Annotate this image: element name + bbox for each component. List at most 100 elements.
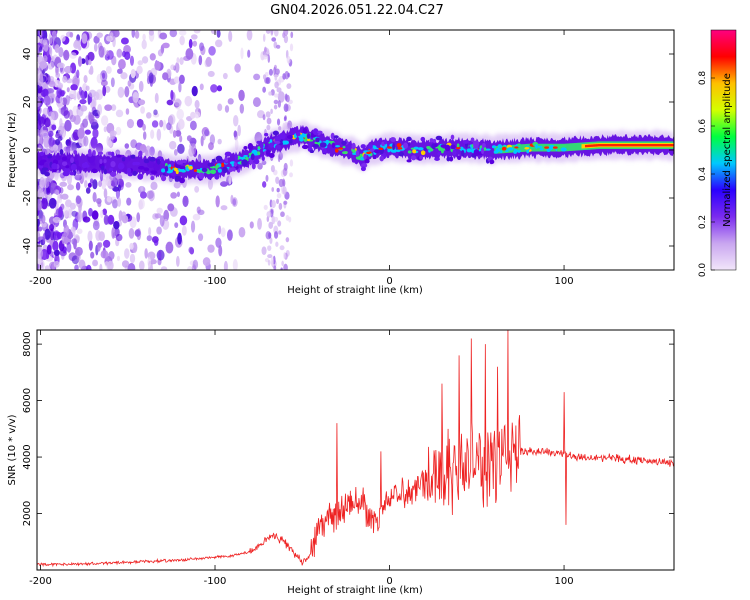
noise-blob: [95, 230, 102, 242]
ridge-cluster: [537, 145, 543, 148]
ridge-speck: [70, 157, 75, 164]
ridge-cluster: [456, 147, 461, 150]
noise-blob: [287, 72, 290, 78]
noise-blob: [289, 159, 294, 167]
noise-blob: [217, 138, 222, 145]
noise-blob: [113, 220, 120, 230]
noise-blob: [41, 177, 50, 189]
noise-blob: [200, 135, 204, 147]
ridge-speck: [138, 150, 143, 157]
noise-blob: [146, 112, 152, 119]
snr-frame: [36, 329, 675, 571]
noise-blob: [37, 248, 43, 259]
noise-blob: [176, 108, 185, 120]
ridge-speck: [372, 154, 377, 160]
noise-blob: [283, 162, 288, 171]
noise-blob: [120, 72, 128, 80]
noise-blob: [73, 238, 77, 250]
noise-blob: [51, 30, 57, 38]
noise-blob: [118, 59, 126, 70]
noise-blob: [37, 85, 40, 92]
ridge-speck: [150, 170, 158, 175]
noise-blob: [108, 251, 115, 260]
noise-blob: [91, 210, 99, 220]
ridge-cluster: [389, 148, 393, 152]
ridge-speck: [268, 142, 275, 148]
noise-blob: [237, 124, 241, 137]
noise-blob: [188, 246, 194, 254]
noise-blob: [59, 181, 68, 187]
noise-blob: [179, 30, 187, 36]
noise-blob: [148, 30, 155, 36]
noise-blob: [124, 248, 130, 259]
noise-blob: [69, 89, 76, 99]
noise-blob: [88, 111, 92, 121]
noise-blob: [127, 80, 132, 87]
noise-blob: [38, 116, 46, 127]
noise-blob: [142, 123, 146, 131]
noise-blob: [148, 227, 152, 236]
ridge-speck: [103, 169, 107, 175]
noise-blob: [103, 214, 109, 226]
ridge-speck: [222, 166, 228, 174]
noise-blob: [117, 68, 123, 74]
noise-blob: [158, 250, 162, 261]
noise-blob: [61, 233, 66, 245]
ridge-speck: [201, 167, 208, 173]
ridge-speck: [449, 156, 454, 162]
ridge-cluster: [167, 167, 171, 171]
ridge-speck: [309, 149, 315, 153]
noise-blob: [105, 35, 113, 42]
noise-blob: [167, 203, 175, 212]
noise-blob: [48, 137, 55, 147]
noise-blob: [55, 138, 61, 146]
noise-blob: [226, 229, 233, 241]
ridge-speck: [69, 171, 75, 176]
noise-blob: [130, 68, 136, 79]
ridge-speck: [247, 142, 254, 150]
ridge-speck: [61, 161, 68, 167]
noise-blob: [78, 259, 86, 270]
noise-blob: [92, 179, 98, 190]
noise-blob: [56, 62, 65, 69]
noise-blob: [268, 68, 274, 76]
noise-blob: [193, 30, 201, 34]
ridge-speck: [268, 152, 275, 158]
noise-blob: [233, 130, 238, 138]
noise-blob: [77, 211, 82, 223]
noise-blob: [142, 33, 146, 41]
noise-blob: [153, 239, 159, 246]
noise-blob: [97, 103, 103, 116]
snr-panel: -200 -100 0 100 2000 4000 6000 8000 Height of s…: [7, 329, 675, 596]
ridge-cluster: [303, 138, 308, 142]
noise-blob: [267, 254, 273, 259]
noise-blob: [282, 186, 287, 195]
ridge-speck: [132, 161, 137, 166]
noise-blob: [178, 74, 185, 84]
noise-blob: [53, 249, 60, 257]
noise-blob: [239, 103, 245, 114]
ridge-speck: [84, 164, 90, 168]
ridge-speck: [274, 140, 281, 145]
ridge-speck: [150, 175, 155, 181]
ridge-speck: [489, 159, 495, 165]
noise-blob: [57, 82, 64, 89]
noise-blob: [43, 136, 51, 148]
noise-blob: [47, 111, 55, 121]
noise-blob: [115, 109, 124, 118]
noise-blob: [271, 187, 275, 192]
ridge-speck: [61, 156, 68, 161]
ridge-cluster: [335, 145, 340, 148]
noise-blob: [179, 135, 183, 143]
ridge-speck: [330, 132, 335, 140]
ridge-hotspot: [387, 146, 392, 149]
noise-blob: [159, 32, 168, 40]
noise-blob: [157, 49, 164, 57]
noise-blob: [174, 130, 182, 137]
ridge-cluster: [412, 149, 417, 154]
ridge-speck: [116, 154, 122, 158]
ridge-cluster: [485, 148, 491, 151]
ridge-speck: [360, 162, 368, 168]
noise-blob: [98, 45, 105, 58]
